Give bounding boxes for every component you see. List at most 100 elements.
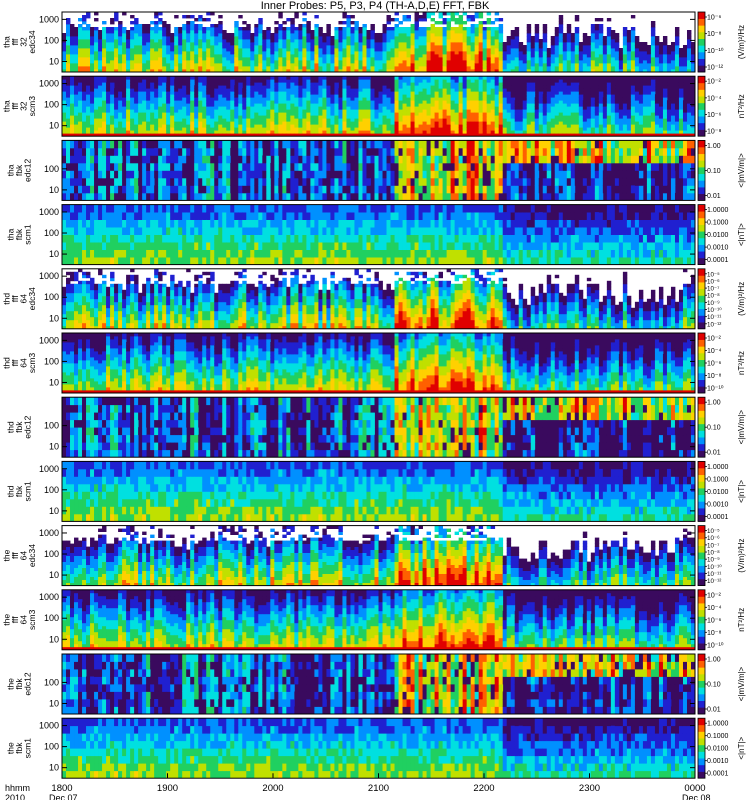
spectrogram-cell: [554, 63, 560, 67]
spectrogram-cell: [494, 51, 500, 55]
spectrogram-cell: [494, 124, 500, 128]
spectrogram-cell: [478, 63, 484, 67]
spectrogram-cell: [270, 57, 275, 61]
spectrogram-cell: [406, 94, 411, 98]
spectrogram-cell: [198, 106, 203, 110]
spectrogram-cell: [174, 48, 179, 52]
spectrogram-cell: [302, 48, 307, 52]
spectrogram-cell: [166, 130, 171, 134]
spectrogram-cell: [426, 27, 431, 31]
spectrogram-cell: [174, 54, 179, 58]
spectrogram-cell: [302, 94, 307, 98]
spectrogram-cell: [306, 85, 311, 89]
spectrogram-cell: [326, 118, 331, 122]
spectrogram-cell: [114, 133, 119, 137]
spectrogram-cell: [502, 103, 508, 107]
spectrogram-cell: [574, 66, 580, 70]
spectrogram-cell: [146, 127, 151, 131]
spectrogram-cell: [650, 51, 656, 55]
spectrogram-cell: [66, 106, 71, 110]
spectrogram-cell: [486, 103, 492, 107]
spectrogram-cell: [678, 66, 684, 70]
spectrogram-cell: [82, 42, 87, 46]
spectrogram-cell: [258, 48, 263, 52]
spectrogram-cell: [194, 69, 199, 72]
spectrogram-cell: [450, 57, 456, 61]
spectrogram-cell: [274, 39, 279, 43]
spectrogram-cell: [202, 79, 207, 83]
spectrogram-cell: [462, 63, 468, 67]
spectrogram-cell: [298, 27, 303, 31]
spectrogram-cell: [534, 30, 540, 34]
spectrogram-cell: [162, 94, 167, 98]
spectrogram-cell: [370, 42, 375, 46]
spectrogram-cell: [430, 30, 435, 34]
spectrogram-cell: [346, 30, 351, 34]
spectrogram-cell: [466, 60, 472, 64]
spectrogram-cell: [502, 45, 508, 49]
spectrogram-cell: [182, 79, 187, 83]
spectrogram-cell: [198, 30, 203, 34]
spectrogram-cell: [90, 57, 95, 61]
spectrogram-cell: [322, 60, 327, 64]
spectrogram-cell: [70, 66, 75, 70]
spectrogram-cell: [210, 88, 215, 92]
spectrogram-cell: [358, 76, 363, 80]
spectrogram-cell: [66, 69, 71, 72]
spectrogram-cell: [394, 48, 399, 52]
spectrogram-cell: [290, 76, 295, 80]
spectrogram-cell: [166, 30, 171, 34]
spectrogram-cell: [86, 103, 91, 107]
spectrogram-cell: [126, 45, 131, 49]
spectrogram-cell: [230, 112, 235, 116]
spectrogram-cell: [86, 69, 91, 72]
spectrogram-cell: [102, 127, 107, 131]
spectrogram-cell: [498, 103, 504, 107]
spectrogram-cell: [142, 115, 147, 119]
spectrogram-cell: [274, 124, 279, 128]
spectrogram-cell: [210, 91, 215, 95]
spectrogram-cell: [234, 94, 239, 98]
spectrogram-cell: [426, 130, 431, 134]
spectrogram-cell: [218, 121, 223, 125]
spectrogram-cell: [406, 85, 411, 89]
spectrogram-cell: [538, 100, 544, 104]
spectrogram-cell: [450, 112, 456, 116]
spectrogram-cell: [118, 51, 123, 55]
spectrogram-cell: [218, 106, 223, 110]
spectrogram-cell: [102, 130, 107, 134]
spectrogram-cell: [330, 54, 335, 58]
spectrogram-cell: [442, 121, 448, 125]
spectrogram-cell: [74, 54, 79, 58]
spectrogram-cell: [458, 48, 464, 52]
spectrogram-cell: [282, 42, 287, 46]
spectrogram-cell: [586, 57, 592, 61]
spectrogram-cell: [142, 36, 147, 40]
spectrogram-cell: [102, 30, 107, 34]
spectrogram-cell: [402, 57, 407, 61]
spectrogram-cell: [134, 127, 139, 131]
spectrogram-cell: [530, 85, 536, 89]
spectrogram-cell: [250, 51, 255, 55]
spectrogram-cell: [62, 109, 67, 113]
spectrogram-cell: [154, 124, 159, 128]
spectrogram-cell: [318, 42, 323, 46]
spectrogram-cell: [326, 91, 331, 95]
spectrogram-cell: [418, 118, 423, 122]
spectrogram-cell: [158, 57, 163, 61]
spectrogram-cell: [162, 51, 167, 55]
spectrogram-cell: [158, 42, 163, 46]
spectrogram-cell: [190, 15, 195, 19]
spectrogram-cell: [210, 133, 215, 137]
spectrogram-cell: [266, 54, 271, 58]
spectrogram-cell: [582, 106, 588, 110]
spectrogram-cell: [214, 63, 219, 67]
spectrogram-cell: [338, 51, 343, 55]
spectrogram-cell: [438, 112, 443, 116]
spectrogram-cell: [326, 133, 331, 137]
spectrogram-cell: [470, 82, 476, 86]
spectrogram-cell: [382, 42, 387, 46]
spectrogram-cell: [530, 51, 536, 55]
spectrogram-cell: [306, 42, 311, 46]
spectrogram-cell: [70, 121, 75, 125]
